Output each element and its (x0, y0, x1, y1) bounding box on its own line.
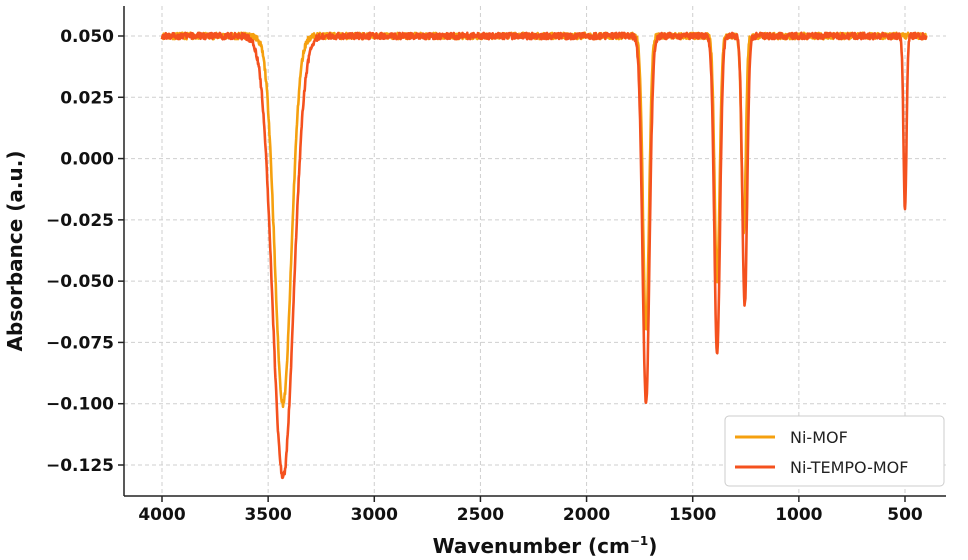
x-ticks: 4000 3500 3000 2500 2000 1500 1000 500 (138, 496, 923, 525)
axes (123, 6, 946, 497)
x-tick-label: 1500 (669, 505, 716, 525)
y-tick-label: −0.025 (46, 211, 114, 231)
y-axis-title: Absorbance (a.u.) (3, 151, 27, 352)
y-tick-label: −0.075 (46, 333, 114, 353)
legend-label-ni-mof: Ni-MOF (790, 428, 848, 447)
y-tick-label: −0.100 (46, 395, 114, 415)
x-axis-title: Wavenumber (cm−1) (433, 534, 658, 558)
legend: Ni-MOF Ni-TEMPO-MOF (724, 415, 945, 487)
y-tick-label: 0.025 (60, 88, 114, 108)
x-tick-label: 500 (887, 505, 923, 525)
x-tick-label: 2000 (563, 505, 610, 525)
x-tick-label: 3500 (244, 505, 291, 525)
x-tick-label: 4000 (138, 505, 185, 525)
legend-label-ni-tempo-mof: Ni-TEMPO-MOF (790, 458, 908, 477)
y-tick-label: 0.000 (60, 150, 114, 170)
x-tick-label: 3000 (351, 505, 398, 525)
legend-box (724, 415, 945, 487)
series-layer (160, 31, 928, 480)
series-line-ni-tempo-mof (160, 31, 928, 480)
y-tick-label: −0.125 (46, 456, 114, 476)
y-tick-label: 0.050 (60, 27, 114, 47)
x-tick-label: 2500 (457, 505, 504, 525)
y-tick-label: −0.050 (46, 272, 114, 292)
x-tick-label: 1000 (775, 505, 822, 525)
y-ticks: 0.050 0.025 0.000 −0.025 −0.050 −0.075 −0.100 −… (46, 27, 124, 476)
